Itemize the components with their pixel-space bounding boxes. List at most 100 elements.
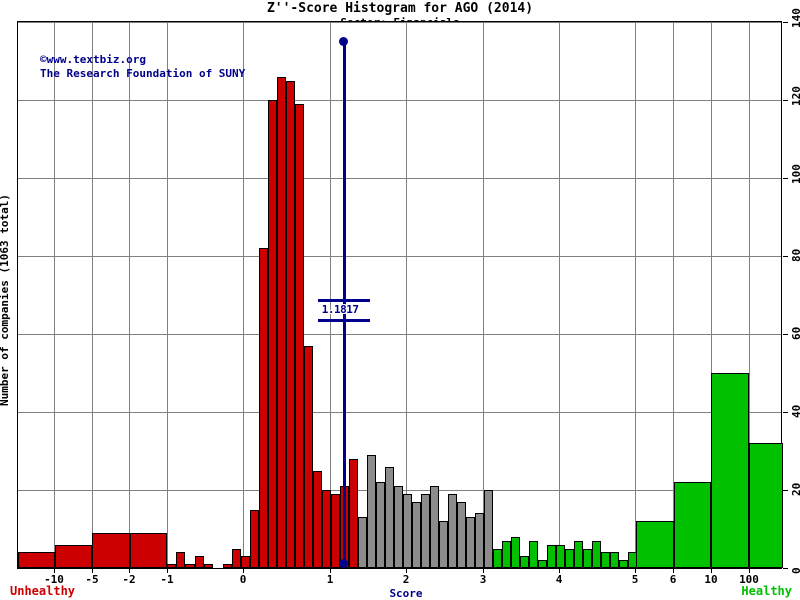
x-axis-tick-label: 10	[704, 573, 718, 586]
x-axis-tick-label: 6	[669, 573, 677, 586]
histogram-bar	[592, 540, 601, 568]
histogram-bar	[376, 482, 385, 568]
gridline-vertical	[559, 22, 560, 568]
histogram-bar	[268, 100, 277, 568]
gridline-vertical	[167, 22, 168, 568]
x-axis-tick-label: 5	[631, 573, 639, 586]
histogram-bar	[204, 564, 213, 568]
y-axis-tick-label: 140	[790, 8, 800, 28]
histogram-bar	[313, 470, 322, 568]
histogram-bar	[583, 548, 592, 568]
x-axis-tick-label: 2	[402, 573, 410, 586]
histogram-bar	[176, 552, 185, 568]
gridline-horizontal	[18, 22, 781, 23]
y-axis-tick-label: 0	[790, 567, 800, 574]
gridline-horizontal	[18, 256, 781, 257]
x-axis-tick-mark	[559, 569, 560, 573]
y-axis-tick-mark	[783, 22, 788, 23]
y-axis-tick-mark	[783, 568, 788, 569]
x-axis-tick-mark	[167, 569, 168, 573]
copyright-line-1: ©www.textbiz.org	[40, 53, 146, 66]
histogram-bar	[295, 103, 304, 568]
gridline-vertical	[92, 22, 93, 568]
x-axis-tick-label: -1	[160, 573, 174, 586]
histogram-bar	[466, 517, 475, 568]
histogram-bar	[358, 517, 367, 568]
histogram-bar	[493, 548, 502, 568]
histogram-bar	[385, 466, 394, 568]
y-axis-tick-label: 100	[790, 164, 800, 184]
histogram-bar	[556, 544, 565, 568]
x-axis-tick-label: -10	[44, 573, 64, 586]
gridline-vertical	[129, 22, 130, 568]
histogram-bar	[502, 540, 511, 568]
zone-label-healthy: Healthy	[741, 584, 792, 598]
histogram-bar	[547, 544, 556, 568]
y-axis-tick-mark	[783, 334, 788, 335]
x-axis-tick-label: 1	[326, 573, 334, 586]
y-axis-tick-mark	[783, 412, 788, 413]
copyright-line-2: The Research Foundation of SUNY	[40, 67, 246, 80]
gridline-vertical	[673, 22, 674, 568]
histogram-bar	[223, 564, 232, 568]
zone-label-unhealthy: Unhealthy	[10, 584, 76, 598]
y-axis-tick-label: 60	[790, 326, 800, 340]
histogram-bar	[430, 486, 439, 568]
histogram-bar	[394, 486, 403, 568]
y-axis-tick-mark	[783, 178, 788, 179]
histogram-bar	[601, 552, 610, 568]
marker-cap-top	[317, 299, 370, 302]
gridline-vertical	[54, 22, 55, 568]
gridline-vertical	[406, 22, 407, 568]
y-axis-tick-label: 20	[790, 482, 800, 496]
histogram-bar	[259, 248, 268, 568]
page-title: Z''-Score Histogram for AGO (2014)	[266, 1, 534, 16]
histogram-bar	[484, 490, 493, 568]
histogram-bar	[412, 501, 421, 568]
y-axis-tick-label: 120	[790, 86, 800, 106]
histogram-bar	[574, 540, 583, 568]
marker-dot-bottom	[338, 559, 348, 568]
x-axis-tick-mark	[673, 569, 674, 573]
histogram-bar	[18, 552, 55, 568]
marker-dot-top	[338, 37, 348, 46]
histogram-bar	[241, 556, 250, 568]
plot-area: 1.1817 ©www.textbiz.org The Research Fou…	[17, 21, 783, 569]
x-axis-tick-label: 4	[555, 573, 563, 586]
histogram-bar	[331, 493, 340, 568]
x-axis-tick-mark	[406, 569, 407, 573]
histogram-bar	[403, 493, 412, 568]
x-axis-tick-mark	[749, 569, 750, 573]
gridlines	[18, 22, 781, 568]
histogram-bars	[18, 22, 783, 568]
histogram-bar	[529, 540, 538, 568]
histogram-bar	[185, 564, 195, 568]
histogram-bar	[322, 490, 331, 568]
gridline-vertical	[635, 22, 636, 568]
x-axis-tick-mark	[54, 569, 55, 573]
histogram-bar	[749, 443, 783, 568]
y-axis-title: Number of companies (1063 total)	[0, 194, 11, 406]
gridline-horizontal	[18, 412, 781, 413]
histogram-bar	[674, 482, 711, 568]
x-axis-tick-label: -5	[85, 573, 99, 586]
histogram-bar	[167, 564, 176, 568]
histogram-bar	[636, 521, 674, 568]
marker-line	[342, 40, 346, 568]
histogram-bar	[421, 493, 430, 568]
x-axis-tick-label: 3	[479, 573, 487, 586]
histogram-bar	[619, 560, 628, 568]
histogram-bar	[367, 454, 376, 568]
y-axis-tick-mark	[783, 100, 788, 101]
gridline-vertical	[243, 22, 244, 568]
y-axis-tick-mark	[783, 256, 788, 257]
y-axis-tick-label: 80	[790, 248, 800, 262]
histogram-bar	[286, 80, 295, 568]
histogram-bar	[232, 548, 241, 568]
gridline-horizontal	[18, 178, 781, 179]
histogram-bar	[195, 556, 204, 568]
x-axis-tick-label: 0	[239, 573, 247, 586]
gridline-vertical	[711, 22, 712, 568]
marker-value-label: 1.1817	[321, 303, 359, 316]
histogram-bar	[711, 373, 749, 568]
